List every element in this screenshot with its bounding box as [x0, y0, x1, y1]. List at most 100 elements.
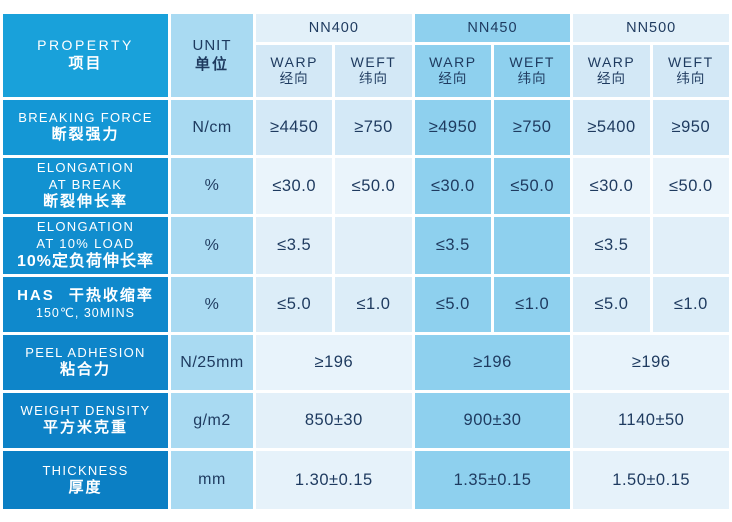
row-label-zh: 粘合力 [59, 361, 111, 379]
value-text: 1.35±0.15 [453, 470, 532, 489]
value-text: ≥196 [631, 353, 671, 372]
unit-header-cell: UNIT 单位 [171, 14, 253, 97]
value-text: ≤30.0 [272, 176, 316, 195]
spec-table: PROPERTY 项目 UNIT 单位 NN400 NN450 NN500 WA… [3, 14, 729, 510]
value-cell: ≥5400 [573, 100, 650, 155]
value-text: ≤50.0 [510, 176, 554, 195]
value-cell-merged: ≥196 [414, 335, 571, 390]
row-label-zh: 平方米克重 [42, 419, 128, 437]
value-cell: ≤1.0 [652, 277, 729, 332]
warp-label-zh: 经向 [438, 71, 468, 87]
nn450-weft-header: WEFT 纬向 [494, 45, 571, 97]
unit-value: g/m2 [193, 411, 231, 429]
value-cell: ≤1.0 [335, 277, 412, 332]
row-label-thickness: THICKNESS 厚度 [3, 451, 168, 509]
value-cell-empty [652, 217, 729, 274]
row-label-en: THICKNESS [42, 462, 129, 478]
group-name-nn450: NN450 [467, 19, 518, 36]
value-text: 1140±50 [617, 411, 685, 430]
value-text: ≥196 [314, 353, 354, 372]
value-cell-empty [494, 217, 571, 274]
group-header-nn450: NN450 [414, 14, 571, 42]
property-header-zh: 项目 [68, 54, 103, 72]
nn400-weft-header: WEFT 纬向 [335, 45, 412, 97]
unit-value: N/25mm [180, 353, 244, 371]
warp-label-zh: 经向 [279, 71, 309, 87]
value-cell-empty [335, 217, 412, 274]
row-label-peel-adhesion: PEEL ADHESION 粘合力 [3, 335, 168, 390]
unit-header-zh: 单位 [194, 55, 229, 73]
value-text: ≤50.0 [668, 176, 713, 195]
value-cell: ≥750 [494, 100, 571, 155]
value-cell-merged: 850±30 [256, 393, 412, 448]
group-header-nn500: NN500 [573, 14, 729, 42]
unit-value: N/cm [192, 118, 232, 136]
row-label-en: ELONGATION [36, 219, 135, 235]
row-label-zh: 断裂伸长率 [42, 192, 128, 210]
value-cell: ≤30.0 [414, 158, 491, 214]
nn500-weft-header: WEFT 纬向 [652, 45, 729, 97]
value-text: ≥4450 [270, 118, 319, 137]
row-label-en: PEEL ADHESION [25, 345, 146, 360]
value-text: ≤1.0 [515, 295, 550, 314]
value-text: ≥750 [512, 118, 552, 137]
value-text: 1.30±0.15 [294, 470, 373, 489]
value-cell: ≤50.0 [652, 158, 729, 214]
warp-label-en: WARP [587, 53, 636, 70]
value-cell: ≤50.0 [494, 158, 571, 214]
row-label-en: BREAKING FORCE [18, 110, 153, 125]
value-cell-merged: 1.50±0.15 [573, 451, 729, 509]
group-name-nn400: NN400 [308, 19, 359, 36]
weft-label-zh: 纬向 [676, 71, 706, 87]
value-cell-merged: 1140±50 [573, 393, 729, 448]
nn400-warp-header: WARP 经向 [256, 45, 333, 97]
value-cell: ≤5.0 [256, 277, 333, 332]
weft-label-en: WEFT [668, 53, 714, 70]
row-label-en2: AT 10% LOAD [36, 235, 135, 251]
value-text: ≤3.5 [594, 236, 629, 255]
unit-value: % [204, 295, 220, 313]
row-label-en: WEIGHT DENSITY [20, 403, 151, 418]
nn450-warp-header: WARP 经向 [414, 45, 491, 97]
value-text: ≤50.0 [351, 176, 396, 195]
value-cell: ≥750 [335, 100, 412, 155]
unit-cell: N/25mm [171, 335, 253, 390]
value-text: ≤30.0 [430, 176, 475, 195]
row-label-en: ELONGATION [36, 160, 135, 176]
weft-label-zh: 纬向 [358, 71, 388, 87]
row-label-weight-density: WEIGHT DENSITY 平方米克重 [3, 393, 168, 448]
value-cell: ≤5.0 [573, 277, 650, 332]
value-cell-merged: ≥196 [256, 335, 412, 390]
group-name-nn500: NN500 [626, 19, 677, 36]
row-label-mixed: HAS 干热收缩率 [17, 287, 154, 305]
value-cell-merged: 1.30±0.15 [256, 451, 412, 509]
value-text: ≤5.0 [435, 295, 470, 314]
value-text: ≤3.5 [435, 236, 470, 255]
value-cell: ≤5.0 [414, 277, 491, 332]
value-text: ≤5.0 [277, 295, 312, 314]
value-cell-merged: 1.35±0.15 [414, 451, 571, 509]
value-text: ≥5400 [587, 118, 636, 137]
value-cell-merged: ≥196 [573, 335, 729, 390]
row-label-zh: 断裂强力 [51, 126, 120, 144]
unit-cell: N/cm [171, 100, 253, 155]
value-cell: ≤30.0 [573, 158, 650, 214]
weft-label-zh: 纬向 [517, 71, 547, 87]
value-text: ≥950 [671, 118, 711, 137]
unit-value: mm [198, 471, 226, 488]
value-cell-merged: 900±30 [414, 393, 571, 448]
row-label-en2: AT BREAK [48, 176, 123, 192]
value-cell: ≥4450 [256, 100, 333, 155]
value-text: ≥196 [473, 353, 512, 372]
row-label-elongation-at-break: ELONGATION AT BREAK 断裂伸长率 [3, 158, 168, 214]
value-text: ≤30.0 [589, 176, 634, 195]
value-cell: ≤30.0 [256, 158, 333, 214]
value-text: ≤1.0 [673, 295, 708, 314]
property-header-cell: PROPERTY 项目 [3, 14, 168, 97]
value-cell: ≤1.0 [494, 277, 571, 332]
row-label-sub: 150℃, 30MINS [36, 306, 135, 321]
value-cell: ≥950 [652, 100, 729, 155]
row-label-has-heat-shrinkage: HAS 干热收缩率 150℃, 30MINS [3, 277, 168, 332]
unit-cell: % [171, 217, 253, 274]
value-text: ≤1.0 [356, 295, 391, 314]
